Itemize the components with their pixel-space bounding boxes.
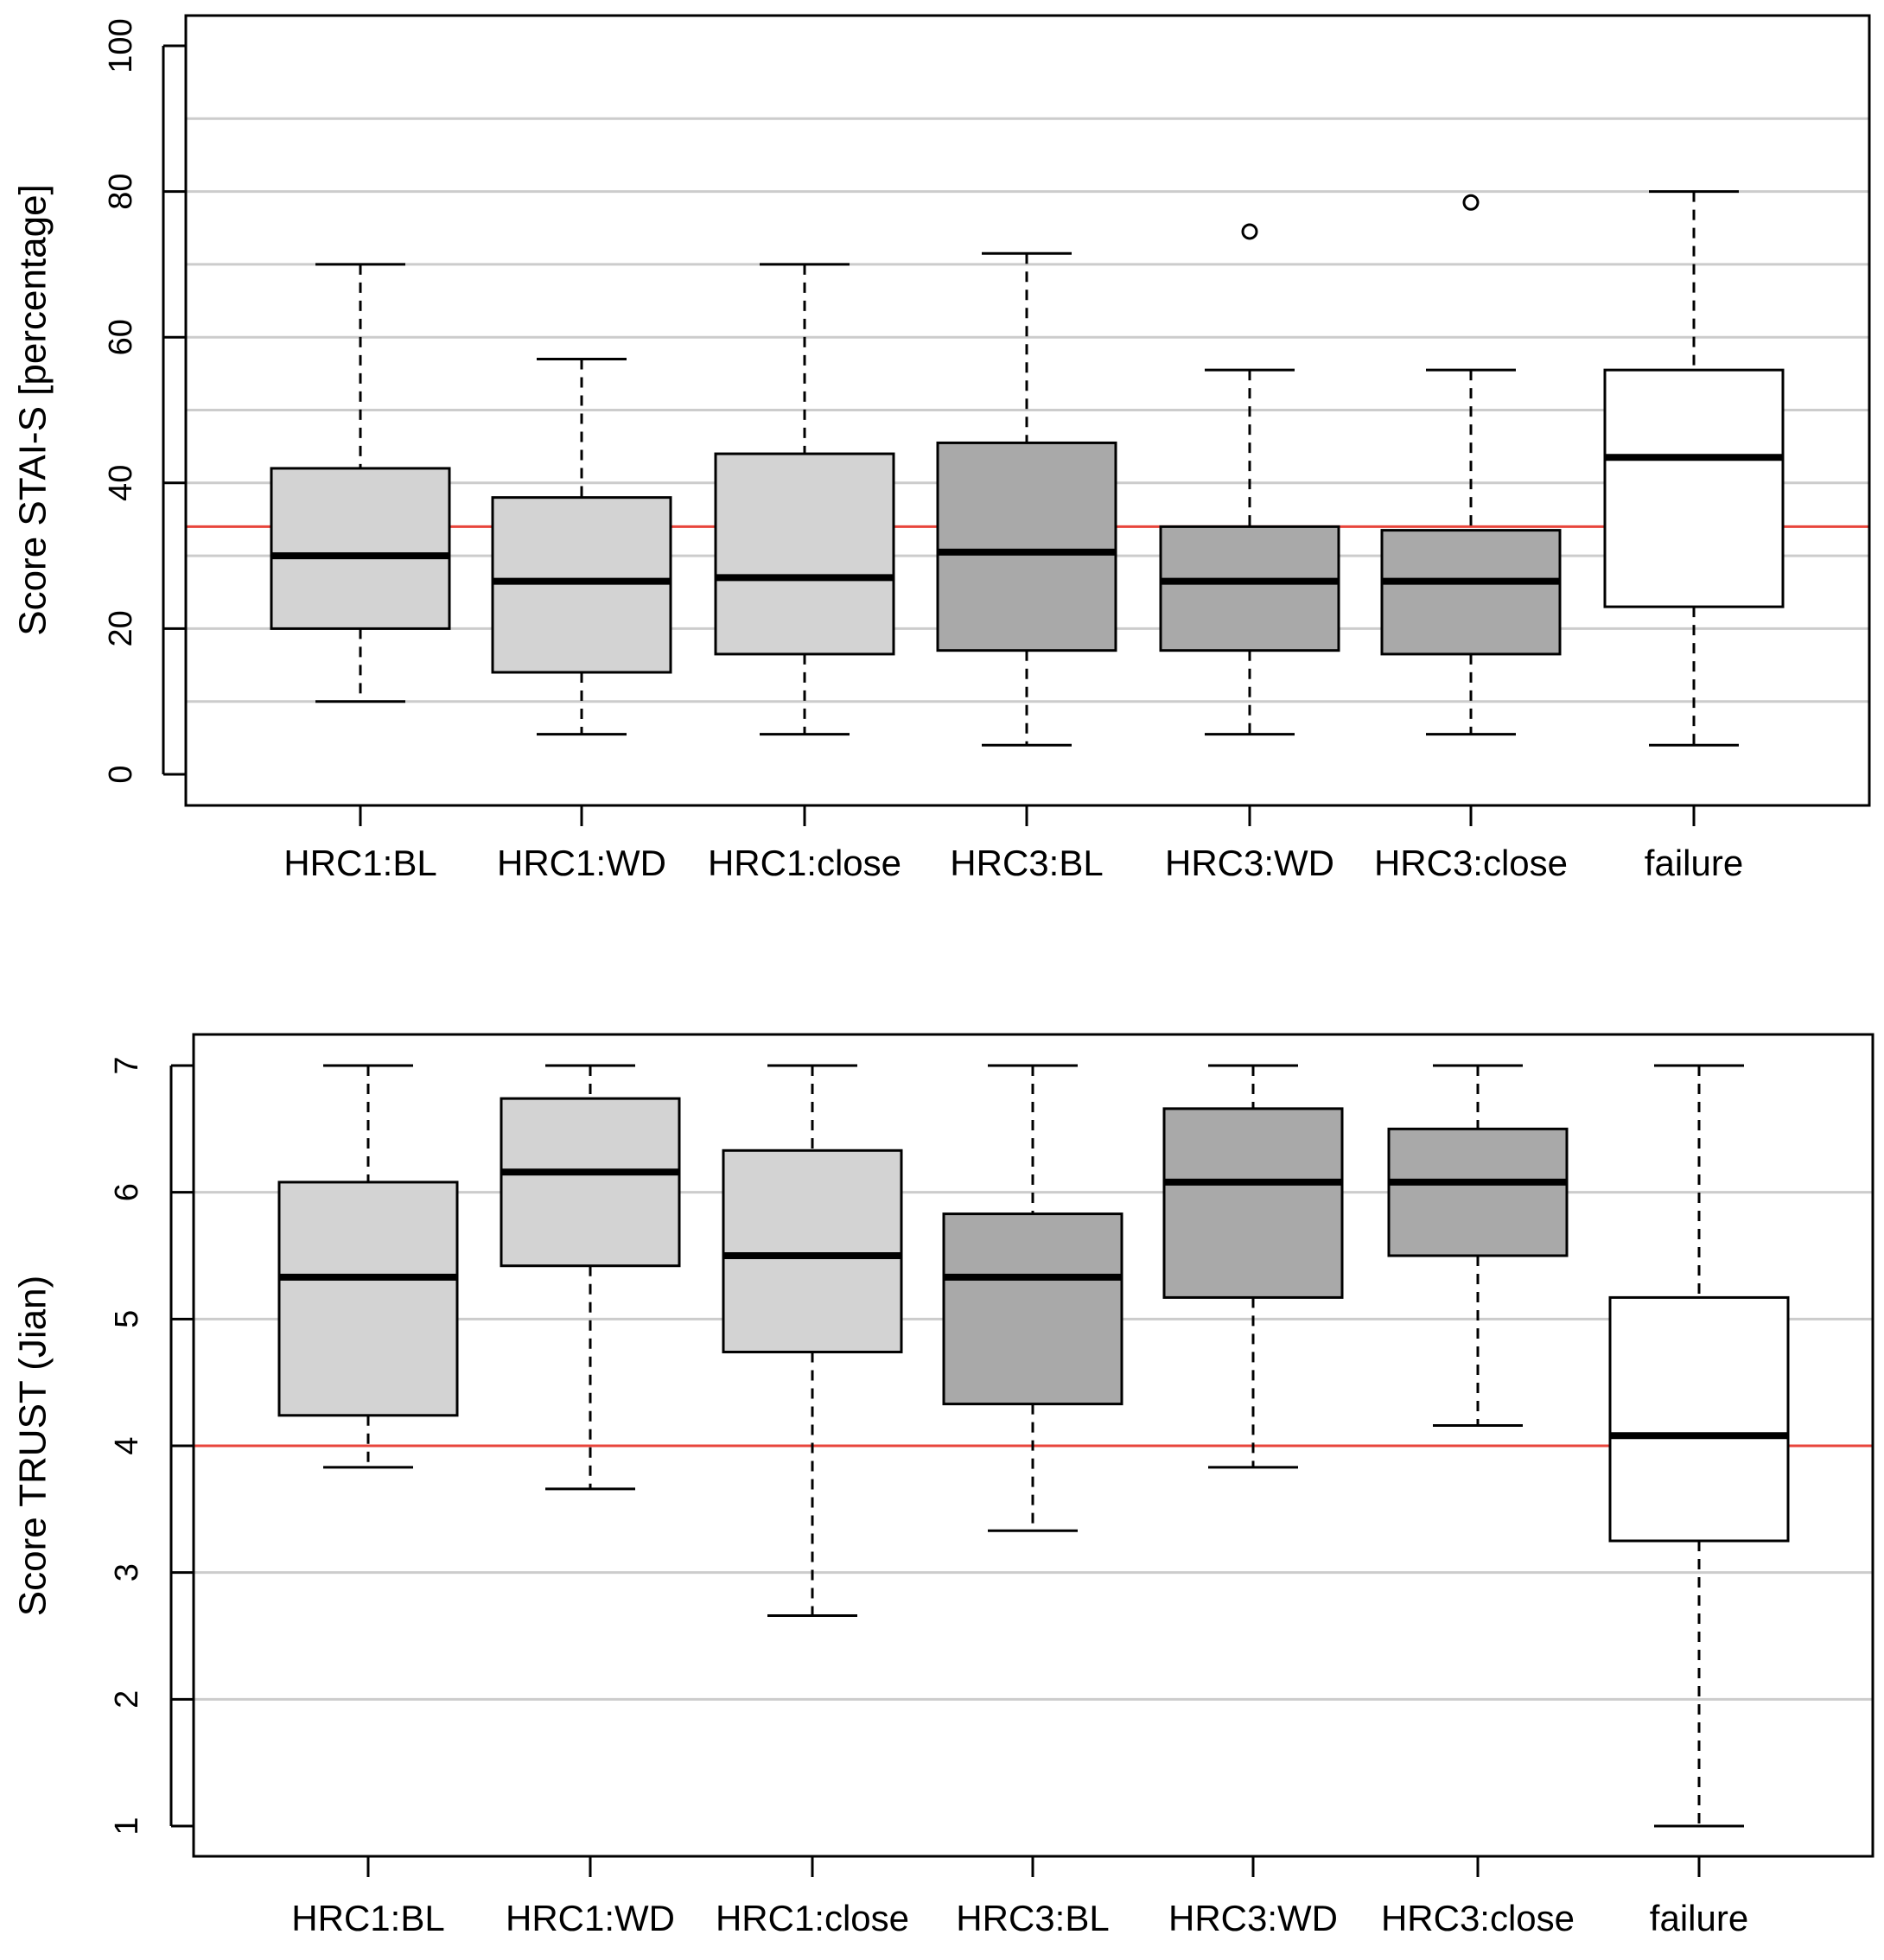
- category-label: HRC1:BL: [283, 843, 436, 883]
- category-label: HRC3:BL: [950, 843, 1103, 883]
- box-hrc3-close: [1380, 529, 1562, 656]
- category-label: HRC1:WD: [506, 1898, 675, 1938]
- y-tick-label: 60: [103, 319, 139, 355]
- y-tick-label: 100: [103, 18, 139, 73]
- category-label: failure: [1650, 1898, 1748, 1938]
- box-hrc3-wd: [1162, 1107, 1344, 1299]
- box-hrc1-wd: [500, 1097, 681, 1268]
- category-label: HRC1:BL: [291, 1898, 444, 1938]
- y-tick-label: 5: [109, 1310, 145, 1328]
- category-label: HRC3:close: [1374, 843, 1568, 883]
- box-hrc1-bl: [270, 467, 451, 630]
- y-tick-label: 4: [109, 1436, 145, 1454]
- outlier-point: [1241, 223, 1258, 240]
- trust-boxplot-panel: HRC1:BL HRC1:WD HRC1:close HRC3:BL HRC3:WD HR…: [12, 1033, 1874, 1938]
- box-hrc1-wd: [491, 496, 672, 674]
- box-hrc1-close: [714, 452, 895, 656]
- stai-s-boxplot-panel: HRC1:BL HRC1:WD HRC1:close HRC3:BL HRC3:WD HR…: [12, 14, 1871, 883]
- category-label: HRC3:close: [1381, 1898, 1575, 1938]
- y-axis-title: Score STAI-S [percentage]: [12, 184, 54, 636]
- plot-frame: [184, 14, 1871, 807]
- box-hrc1-close: [722, 1149, 903, 1353]
- category-label: HRC3:WD: [1165, 843, 1334, 883]
- y-tick-label: 80: [103, 173, 139, 209]
- y-tick-label: 1: [109, 1817, 145, 1835]
- y-tick-label: 40: [103, 465, 139, 501]
- category-label: HRC3:WD: [1168, 1898, 1338, 1938]
- category-label: HRC1:WD: [497, 843, 666, 883]
- box-hrc3-wd: [1159, 525, 1340, 652]
- category-label: failure: [1645, 843, 1743, 883]
- category-label: HRC1:close: [708, 843, 901, 883]
- y-axis-title: Score TRUST (Jian): [12, 1276, 54, 1616]
- y-tick-label: 7: [109, 1056, 145, 1074]
- y-tick-label: 20: [103, 610, 139, 646]
- plot-frame: [192, 1033, 1874, 1858]
- box-hrc1-bl: [277, 1180, 459, 1417]
- box-failure: [1608, 1295, 1790, 1543]
- category-label: HRC3:BL: [956, 1898, 1109, 1938]
- category-label: HRC1:close: [716, 1898, 909, 1938]
- outlier-point: [1462, 194, 1480, 211]
- y-tick-label: 2: [109, 1690, 145, 1709]
- y-tick-label: 0: [103, 765, 139, 783]
- box-hrc3-bl: [942, 1212, 1123, 1406]
- box-failure: [1603, 368, 1785, 608]
- y-tick-label: 3: [109, 1563, 145, 1581]
- y-tick-label: 6: [109, 1183, 145, 1201]
- box-hrc3-close: [1387, 1127, 1569, 1257]
- box-hrc3-bl: [936, 441, 1117, 652]
